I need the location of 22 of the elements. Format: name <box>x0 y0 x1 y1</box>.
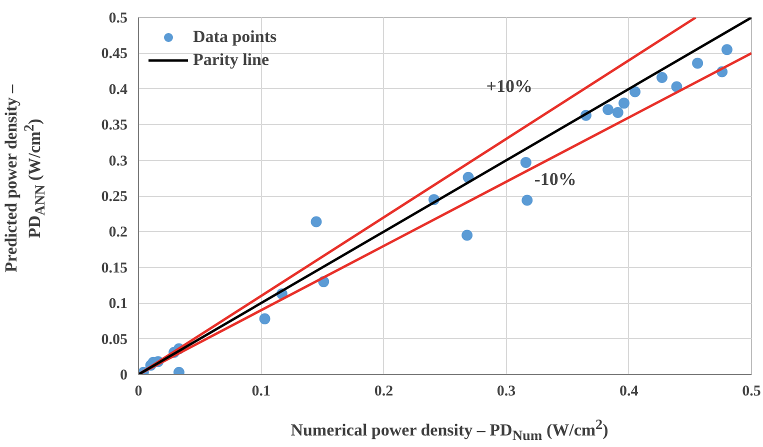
x-tick-label: 0.1 <box>252 384 270 400</box>
x-tick-label: 0.3 <box>496 384 516 400</box>
y-tick-label: 0.3 <box>108 153 128 170</box>
y-tick-label: 0.45 <box>101 46 128 62</box>
y-tick-label: 0.05 <box>101 332 128 348</box>
y-tick-label: 0.1 <box>108 296 128 312</box>
y-tick-label: 0 <box>120 368 128 384</box>
y-tick-label: 0.35 <box>101 118 128 134</box>
x-axis-title: Numerical power density – PD$_{Num}$ (W/cm$^{2}$) <box>290 417 610 444</box>
annotation: -10% <box>534 168 576 189</box>
x-tick-label: 0.4 <box>620 384 639 400</box>
x-tick-label: 0 <box>134 384 142 400</box>
y-tick-label: 0.15 <box>101 260 128 276</box>
legend-label: Parity line <box>193 50 270 70</box>
annotation: +10% <box>486 76 532 96</box>
legend-label: Data points <box>193 27 277 47</box>
x-tick-label: 0.5 <box>742 384 761 400</box>
y-tick-label: 0.5 <box>108 10 128 26</box>
y-tick-label: 0.25 <box>101 189 128 205</box>
y-tick-label: 0.4 <box>108 82 128 98</box>
x-tick-label: 0.2 <box>374 384 394 400</box>
y-tick-label: 0.2 <box>108 224 128 241</box>
